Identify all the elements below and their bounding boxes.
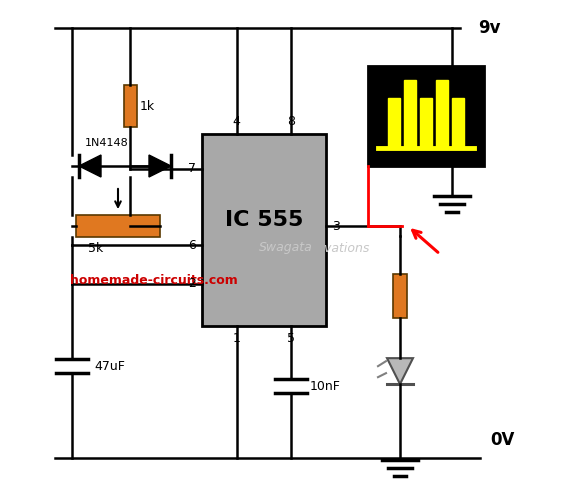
Text: 9v: 9v bbox=[478, 19, 500, 37]
Text: 1N4148: 1N4148 bbox=[85, 138, 128, 148]
Text: 5k: 5k bbox=[88, 242, 103, 254]
Text: 0V: 0V bbox=[490, 431, 514, 449]
Bar bbox=[123, 85, 136, 127]
Bar bbox=[404, 80, 416, 148]
Bar bbox=[420, 98, 432, 148]
Bar bbox=[76, 215, 160, 237]
Text: 5: 5 bbox=[288, 332, 295, 345]
Text: Swagata: Swagata bbox=[259, 242, 313, 254]
Bar bbox=[202, 134, 326, 326]
Text: 8: 8 bbox=[288, 115, 295, 128]
Bar bbox=[388, 98, 400, 148]
Text: 47uF: 47uF bbox=[94, 360, 125, 372]
Polygon shape bbox=[387, 358, 413, 384]
Text: 4: 4 bbox=[233, 115, 241, 128]
Text: 6: 6 bbox=[188, 239, 196, 252]
Polygon shape bbox=[79, 155, 101, 177]
Bar bbox=[436, 80, 448, 148]
Text: 7: 7 bbox=[188, 162, 196, 175]
Bar bbox=[368, 66, 484, 166]
Text: 3: 3 bbox=[332, 220, 340, 233]
Polygon shape bbox=[149, 155, 171, 177]
Bar bbox=[452, 98, 464, 148]
Text: IC 555: IC 555 bbox=[225, 210, 303, 230]
Text: vations: vations bbox=[292, 242, 370, 254]
Text: 10nF: 10nF bbox=[309, 379, 340, 392]
Text: 1k: 1k bbox=[140, 100, 155, 113]
Bar bbox=[393, 274, 407, 318]
Text: 2: 2 bbox=[188, 277, 196, 290]
Text: homemade-circuits.com: homemade-circuits.com bbox=[70, 274, 238, 288]
Text: 1: 1 bbox=[233, 332, 241, 345]
